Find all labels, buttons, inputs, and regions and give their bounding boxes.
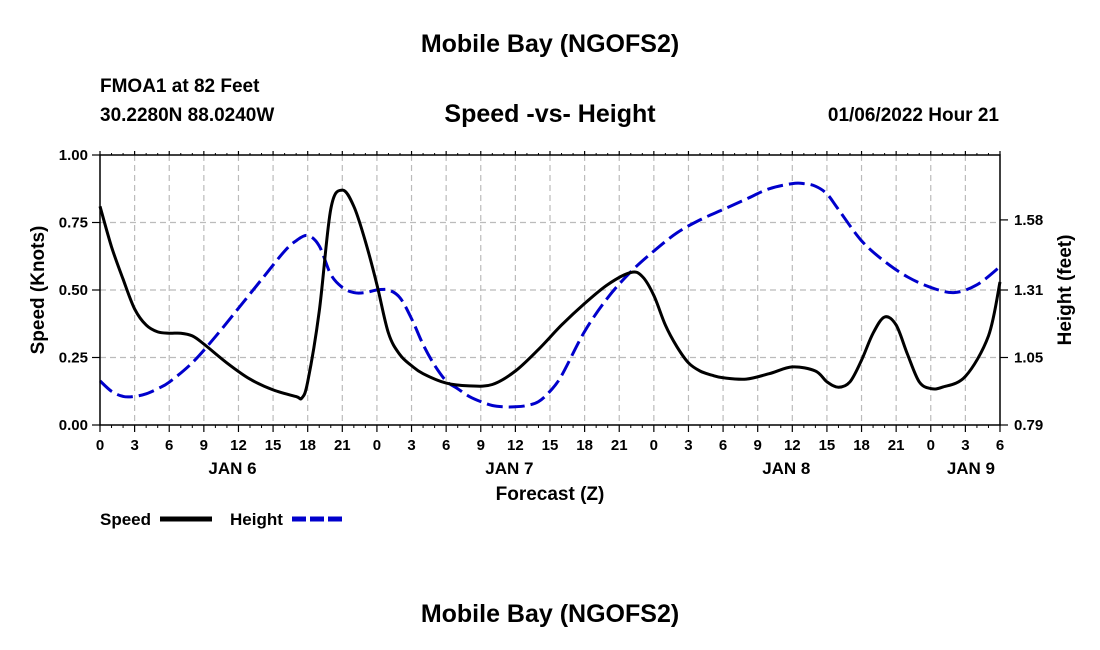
- x-tick-label: 21: [888, 437, 905, 454]
- legend-height-label: Height: [230, 510, 283, 529]
- date-labels: JAN 6 JAN 7 JAN 8 JAN 9: [208, 459, 995, 478]
- y-tick-label: 0.75: [59, 215, 88, 232]
- y2-tick-label: 1.58: [1014, 212, 1043, 229]
- date-label: JAN 9: [947, 459, 995, 478]
- y2-tick-label: 1.05: [1014, 350, 1043, 367]
- y2-tick-label: 0.79: [1014, 417, 1043, 434]
- y-tick-label: 0.25: [59, 350, 88, 367]
- x-tick-label: 9: [200, 437, 208, 454]
- legend: Speed Height: [100, 510, 344, 529]
- y2-tick-label: 1.31: [1014, 282, 1043, 299]
- x-axis-label: Forecast (Z): [496, 484, 605, 505]
- x-tick-label: 6: [996, 437, 1004, 454]
- chart-subtitle: Speed -vs- Height: [444, 100, 656, 128]
- second-chart-title: Mobile Bay (NGOFS2): [420, 600, 680, 628]
- x-tick-label: 6: [719, 437, 727, 454]
- grid-lines: [100, 155, 1000, 425]
- x-axis-ticks: 0 3 6 9 12 15 18 21 0 3 6 9 12 15 18 21 0 3 6 9 12 15 18 21 0 3 6: [96, 151, 1004, 454]
- date-label: JAN 7: [485, 459, 533, 478]
- forecast-datetime: 01/06/2022 Hour 21: [827, 105, 999, 126]
- x-tick-label: 0: [650, 437, 658, 454]
- x-tick-label: 21: [334, 437, 351, 454]
- x-tick-label: 0: [927, 437, 935, 454]
- legend-speed-label: Speed: [100, 510, 151, 529]
- x-tick-label: 6: [165, 437, 173, 454]
- station-coordinates: 30.2280N 88.0240W: [100, 105, 275, 126]
- x-tick-label: 15: [542, 437, 559, 454]
- y-axis-ticks: 0.00 0.25 0.50 0.75 1.00: [59, 147, 100, 434]
- x-tick-label: 15: [819, 437, 836, 454]
- x-tick-label: 15: [265, 437, 282, 454]
- x-tick-label: 12: [507, 437, 524, 454]
- x-tick-label: 3: [684, 437, 692, 454]
- date-label: JAN 8: [762, 459, 810, 478]
- x-tick-label: 6: [442, 437, 450, 454]
- height-series-line: [98, 181, 1001, 409]
- x-tick-label: 12: [230, 437, 247, 454]
- x-tick-label: 9: [754, 437, 762, 454]
- x-tick-label: 3: [961, 437, 969, 454]
- date-label: JAN 6: [208, 459, 256, 478]
- x-tick-label: 18: [299, 437, 316, 454]
- x-tick-label: 9: [477, 437, 485, 454]
- x-tick-label: 21: [611, 437, 628, 454]
- x-tick-label: 12: [784, 437, 801, 454]
- station-label: FMOA1 at 82 Feet: [100, 76, 260, 97]
- series-layer: [98, 181, 1002, 409]
- y-axis-label: Speed (Knots): [28, 226, 49, 355]
- speed-series-line: [98, 188, 1002, 401]
- x-tick-label: 18: [853, 437, 870, 454]
- y-tick-label: 1.00: [59, 147, 88, 164]
- x-tick-label: 0: [96, 437, 104, 454]
- x-tick-label: 18: [576, 437, 593, 454]
- x-tick-label: 0: [373, 437, 381, 454]
- y-tick-label: 0.50: [59, 282, 88, 299]
- x-tick-label: 3: [130, 437, 138, 454]
- y2-axis-ticks: 0.79 1.05 1.31 1.58: [1000, 212, 1043, 434]
- y2-axis-label: Height (feet): [1055, 235, 1076, 346]
- x-tick-label: 3: [407, 437, 415, 454]
- y-tick-label: 0.00: [59, 417, 88, 434]
- chart-title: Mobile Bay (NGOFS2): [420, 30, 680, 58]
